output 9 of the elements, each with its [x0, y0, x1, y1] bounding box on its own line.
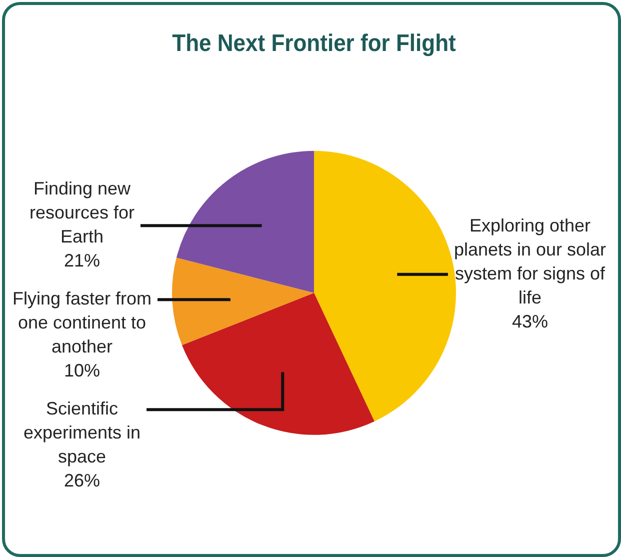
- slice-label: Flying faster from one continent to another: [12, 288, 152, 357]
- slice-label: Finding new resources for Earth: [29, 178, 135, 247]
- slice-label: Scientific experiments in space: [23, 398, 141, 467]
- data-label: 10%: [64, 360, 100, 381]
- data-label: 21%: [64, 250, 100, 271]
- data-label: 43%: [512, 311, 548, 332]
- chart-title: The Next Frontier for Flight: [172, 29, 456, 56]
- slice-label: Exploring other planets in our solar system for signs of life: [454, 215, 606, 308]
- data-label: 26%: [64, 470, 100, 491]
